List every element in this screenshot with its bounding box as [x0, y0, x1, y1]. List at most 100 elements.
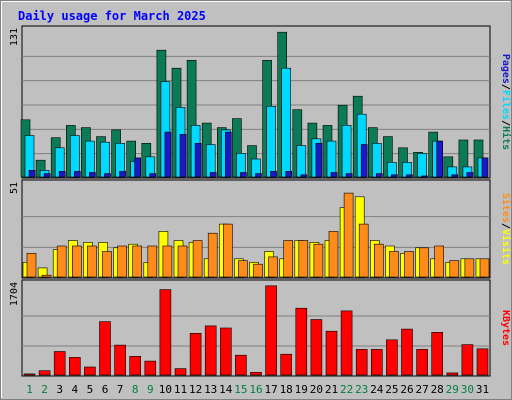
bar-pages-day-28 [436, 140, 444, 178]
x-tick-day-6: 6 [102, 383, 109, 396]
bar-pages-day-19 [300, 174, 308, 178]
bar-pages-day-21 [330, 172, 338, 178]
bar-sites-day-11 [177, 245, 188, 278]
side-label-hits: Hits [500, 126, 512, 150]
x-tick-day-22: 22 [340, 383, 353, 396]
bar-sites-day-31 [479, 258, 490, 278]
x-tick-day-28: 28 [431, 383, 444, 396]
bar-sites-day-13 [207, 232, 218, 278]
x-tick-day-27: 27 [415, 383, 428, 396]
bar-files-day-19 [296, 145, 307, 178]
bar-kbytes-day-13 [204, 325, 217, 376]
bar-pages-day-2 [43, 173, 51, 178]
x-tick-day-23: 23 [355, 383, 368, 396]
x-tick-day-25: 25 [385, 383, 398, 396]
x-tick-day-18: 18 [280, 383, 293, 396]
bar-sites-day-17 [268, 256, 278, 278]
bar-pages-day-26 [406, 174, 413, 178]
bar-pages-day-8 [134, 157, 141, 178]
side-label-pages: Pages [500, 54, 511, 84]
bar-sites-day-4 [72, 245, 82, 278]
bar-files-day-5 [85, 140, 95, 178]
bar-kbytes-day-16 [250, 371, 262, 376]
bar-kbytes-day-4 [69, 357, 81, 376]
side-label-separator: / [500, 84, 511, 90]
bar-pages-day-1 [28, 170, 36, 178]
bar-sites-day-19 [298, 240, 309, 278]
bar-pages-day-22 [345, 173, 353, 178]
bar-files-day-6 [100, 141, 110, 178]
bar-files-day-18 [281, 67, 292, 178]
bar-kbytes-day-17 [265, 285, 277, 376]
bar-kbytes-day-26 [401, 328, 413, 376]
bar-sites-day-8 [132, 245, 142, 278]
bar-pages-day-20 [315, 143, 323, 178]
x-tick-day-14: 14 [219, 383, 233, 396]
bar-sites-day-30 [464, 258, 475, 278]
bar-pages-day-3 [58, 171, 66, 178]
side-label-kbytes: KBytes [500, 310, 511, 346]
side-label-visits: Visits [500, 229, 512, 265]
bar-pages-day-29 [451, 174, 459, 178]
x-tick-day-5: 5 [87, 383, 94, 396]
x-tick-day-13: 13 [204, 383, 217, 396]
bar-sites-day-16 [253, 263, 263, 278]
bar-pages-day-31 [481, 157, 489, 178]
bar-pages-day-30 [466, 172, 474, 178]
bar-sites-day-15 [238, 260, 248, 278]
bar-sites-day-1 [26, 253, 37, 278]
series-sites [26, 192, 490, 278]
bar-kbytes-day-31 [476, 348, 489, 376]
bar-pages-day-25 [391, 174, 398, 178]
bar-kbytes-day-25 [386, 339, 398, 376]
bar-pages-day-6 [104, 173, 111, 178]
bar-files-day-4 [70, 135, 80, 178]
bar-pages-day-10 [164, 131, 172, 178]
x-axis-day-labels: 1 2 3 4 5 6 7 8 9 10 11 12 13 14 15 16 17 18 19 20 21 22 23 24 2… [26, 383, 489, 396]
x-tick-day-7: 7 [117, 383, 124, 396]
bar-sites-day-10 [162, 245, 173, 278]
series-pages [28, 131, 489, 178]
bar-kbytes-day-9 [144, 360, 157, 376]
x-tick-day-10: 10 [159, 383, 172, 396]
x-tick-day-3: 3 [56, 383, 63, 396]
bar-pages-day-14 [225, 131, 232, 178]
bar-files-day-13 [205, 144, 216, 178]
bar-pages-day-9 [149, 173, 157, 178]
bar-pages-day-27 [421, 175, 428, 178]
bar-kbytes-day-24 [370, 349, 383, 376]
bar-files-day-17 [266, 106, 276, 178]
bar-kbytes-day-11 [174, 368, 187, 376]
bar-kbytes-day-30 [461, 344, 474, 376]
bar-kbytes-day-19 [295, 307, 308, 376]
bar-kbytes-day-15 [235, 354, 247, 376]
x-tick-day-31: 31 [476, 383, 489, 396]
ymax-label: 1704 [9, 282, 20, 306]
bar-kbytes-day-20 [310, 319, 323, 376]
bar-kbytes-day-10 [159, 289, 172, 376]
x-tick-day-11: 11 [174, 383, 187, 396]
side-label-text: Sites/Visits [500, 193, 512, 265]
chart-title: Daily usage for March 2025 [18, 9, 206, 23]
bar-kbytes-day-21 [325, 330, 338, 376]
x-tick-day-9: 9 [147, 383, 154, 396]
bar-pages-day-15 [240, 172, 247, 178]
bar-kbytes-day-28 [431, 331, 444, 376]
bar-kbytes-day-7 [114, 344, 126, 376]
bar-kbytes-day-18 [280, 353, 293, 376]
bar-pages-day-4 [74, 171, 81, 178]
side-legend-kbytes: KBytes [500, 310, 511, 346]
bar-sites-day-2 [41, 274, 52, 278]
bar-sites-day-7 [117, 245, 127, 278]
bar-files-day-27 [417, 153, 427, 178]
bar-kbytes-day-8 [129, 355, 141, 376]
bar-kbytes-day-6 [99, 321, 111, 376]
ymax-label: 131 [9, 28, 20, 46]
bar-pages-day-7 [119, 171, 126, 178]
bar-kbytes-day-14 [220, 327, 232, 376]
bar-kbytes-day-2 [38, 370, 51, 376]
side-legend-visits-sites: Sites/Visits [500, 193, 512, 265]
x-tick-day-17: 17 [264, 383, 277, 396]
bar-sites-day-28 [434, 245, 445, 278]
